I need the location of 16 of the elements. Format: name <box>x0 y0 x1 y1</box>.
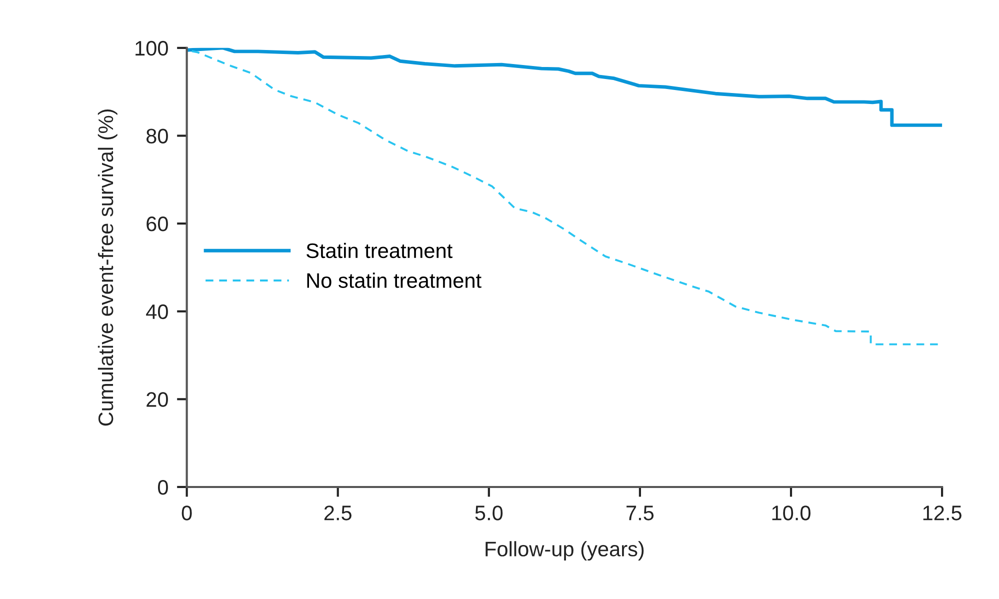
x-tick-label: 10.0 <box>772 506 810 520</box>
y-tick-label: 0 <box>158 480 168 495</box>
y-axis-title: Cumulative event-free survival (%) <box>98 110 118 426</box>
y-tick-label: 60 <box>146 216 168 232</box>
y-tick-label: 20 <box>146 392 168 407</box>
legend-label: Statin treatment <box>306 242 452 258</box>
legend-label: No statin treatment <box>307 272 482 288</box>
x-tick-label: 5.0 <box>475 506 503 520</box>
x-tick-label: 12.5 <box>923 506 962 520</box>
y-tick-label: 80 <box>146 128 168 144</box>
x-axis-title: Follow-up (years) <box>486 541 644 561</box>
x-tick-label: 7.5 <box>626 506 654 520</box>
y-tick-label: 100 <box>136 40 168 56</box>
y-tick-label: 40 <box>146 304 168 320</box>
x-tick-label: 0 <box>182 506 192 520</box>
x-tick-label: 2.5 <box>324 506 352 520</box>
